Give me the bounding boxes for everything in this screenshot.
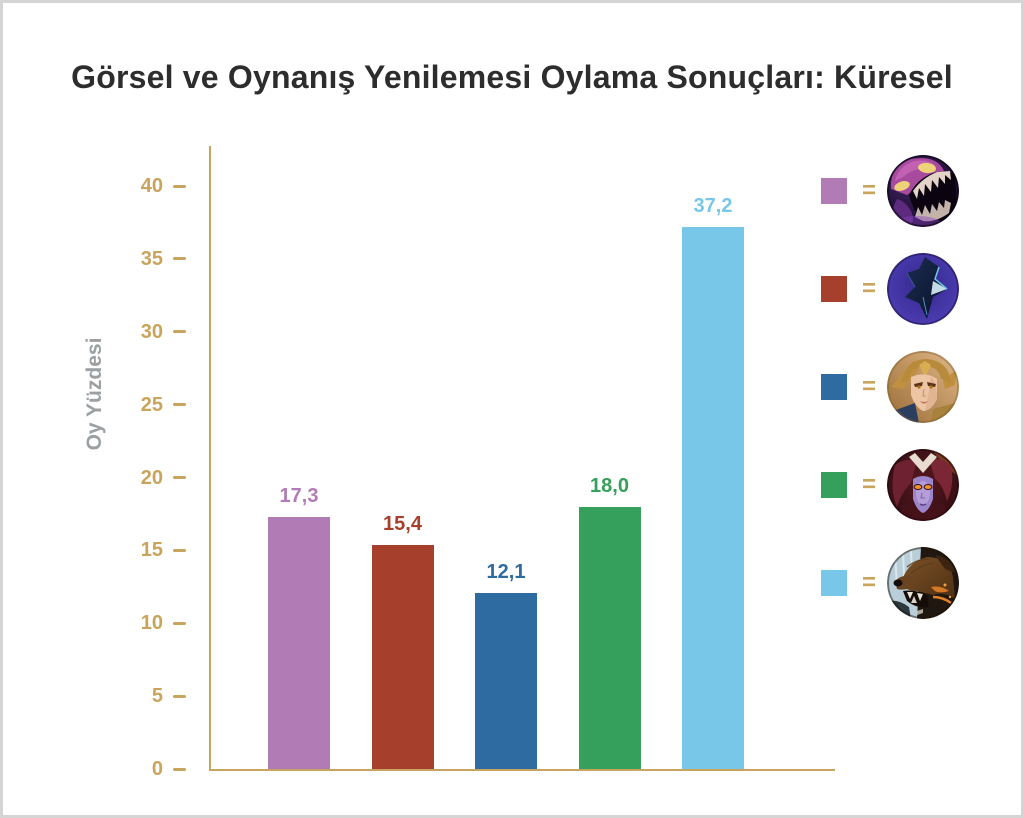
legend-item: = — [821, 253, 959, 325]
legend-swatch — [821, 472, 847, 498]
bar-skarner — [268, 516, 330, 769]
chart-title: Görsel ve Oynanış Yenilemesi Oylama Sonu… — [71, 59, 953, 95]
y-tick-mark — [173, 548, 186, 552]
y-tick-label: 5 — [151, 685, 163, 708]
equals-sign: = — [861, 569, 876, 596]
bar-value-label: 17,3 — [279, 484, 319, 507]
legend-swatch — [821, 178, 847, 204]
equals-sign: = — [861, 373, 876, 400]
legend-swatch — [821, 570, 847, 596]
bar-quinn — [475, 592, 537, 769]
skarner-icon — [887, 155, 959, 227]
legend-item: = — [821, 155, 959, 227]
y-tick-label: 0 — [151, 758, 163, 780]
y-tick-mark — [173, 476, 186, 479]
bar-shyvana — [578, 506, 641, 769]
nocturne-icon — [887, 253, 959, 325]
x-axis-line — [209, 769, 835, 771]
y-tick-mark — [173, 403, 186, 407]
bar-value-label: 37,2 — [693, 194, 733, 217]
bar-nocturne — [371, 544, 434, 769]
y-axis-line — [209, 146, 211, 771]
y-tick-mark — [173, 767, 186, 771]
equals-sign: = — [861, 275, 876, 302]
bar-value-label: 18,0 — [590, 474, 629, 497]
bar-value-label: 15,4 — [383, 512, 422, 535]
equals-sign: = — [861, 471, 876, 498]
equals-sign: = — [861, 177, 876, 204]
y-tick-label: 20 — [140, 466, 163, 489]
y-tick-mark — [173, 330, 186, 334]
legend-swatch — [821, 374, 847, 400]
legend-swatch — [821, 276, 847, 302]
udyr-icon — [887, 547, 959, 619]
y-tick-label: 10 — [140, 612, 163, 635]
y-tick-label: 15 — [140, 539, 163, 562]
legend-item: = — [821, 351, 959, 423]
y-tick-label: 35 — [140, 247, 163, 270]
shyvana-icon — [887, 449, 959, 521]
y-tick-label: 25 — [140, 393, 163, 416]
legend-item: = — [821, 449, 959, 521]
quinn-icon — [887, 351, 959, 423]
legend-item: = — [821, 547, 959, 619]
y-tick-mark — [173, 257, 186, 261]
y-tick-label: 40 — [140, 175, 163, 197]
y-tick-mark — [173, 694, 186, 698]
y-tick-label: 30 — [140, 320, 163, 343]
bar-udyr — [682, 226, 744, 769]
bar-value-label: 12,1 — [486, 560, 526, 583]
y-tick-mark — [173, 184, 186, 188]
y-tick-mark — [173, 621, 186, 625]
